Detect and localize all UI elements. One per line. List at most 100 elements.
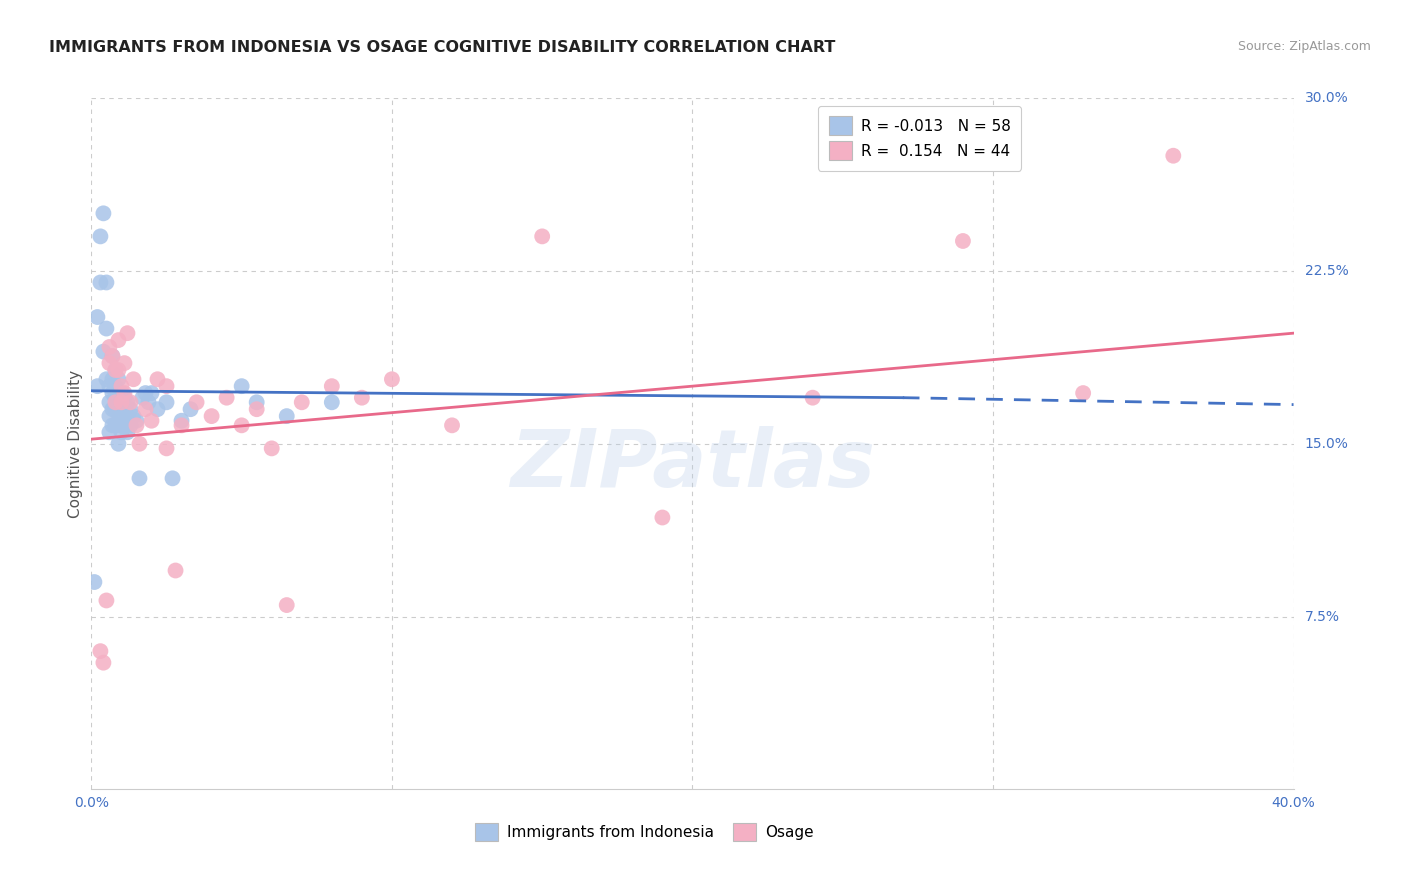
Point: [146, 402, 169, 417]
Point: [122, 409, 145, 424]
Point: [96, 276, 118, 290]
Point: [128, 471, 150, 485]
Point: [246, 395, 269, 409]
Point: [107, 436, 129, 450]
Point: [110, 395, 132, 409]
Point: [98, 425, 121, 440]
Text: 15.0%: 15.0%: [1305, 437, 1348, 450]
Point: [114, 386, 136, 401]
Point: [107, 372, 129, 386]
Point: [120, 418, 142, 433]
Point: [138, 395, 160, 409]
Point: [231, 379, 253, 393]
Point: [246, 402, 269, 417]
Point: [114, 402, 136, 417]
Point: [86, 379, 108, 393]
Point: [107, 407, 129, 421]
Point: [260, 442, 283, 456]
Point: [93, 344, 115, 359]
Point: [952, 234, 974, 248]
Point: [186, 395, 208, 409]
Point: [98, 340, 121, 354]
Point: [801, 391, 824, 405]
Point: [89, 644, 111, 658]
Text: ZIPatlas: ZIPatlas: [510, 425, 875, 503]
Point: [104, 363, 127, 377]
Point: [134, 386, 156, 401]
Point: [93, 656, 115, 670]
Point: [114, 418, 136, 433]
Point: [531, 229, 554, 244]
Point: [98, 356, 121, 370]
Point: [96, 321, 118, 335]
Point: [141, 414, 163, 428]
Point: [107, 386, 129, 401]
Point: [146, 372, 169, 386]
Point: [141, 386, 163, 401]
Point: [125, 418, 148, 433]
Point: [215, 391, 238, 405]
Point: [231, 418, 253, 433]
Point: [101, 349, 124, 363]
Point: [104, 379, 127, 393]
Point: [117, 326, 139, 340]
Text: IMMIGRANTS FROM INDONESIA VS OSAGE COGNITIVE DISABILITY CORRELATION CHART: IMMIGRANTS FROM INDONESIA VS OSAGE COGNI…: [49, 40, 835, 55]
Point: [89, 229, 111, 244]
Point: [98, 409, 121, 424]
Point: [1071, 386, 1094, 401]
Point: [180, 402, 202, 417]
Point: [86, 310, 108, 324]
Point: [155, 395, 177, 409]
Point: [96, 593, 118, 607]
Point: [93, 206, 115, 220]
Point: [83, 574, 105, 589]
Point: [125, 414, 148, 428]
Point: [98, 379, 121, 393]
Point: [162, 471, 184, 485]
Point: [117, 425, 139, 440]
Text: 7.5%: 7.5%: [1305, 609, 1340, 624]
Point: [350, 391, 373, 405]
Point: [107, 395, 129, 409]
Point: [110, 379, 132, 393]
Text: 22.5%: 22.5%: [1305, 264, 1348, 278]
Point: [120, 402, 142, 417]
Point: [101, 402, 124, 417]
Point: [170, 418, 193, 433]
Point: [104, 363, 127, 377]
Point: [117, 409, 139, 424]
Point: [114, 391, 136, 405]
Point: [128, 436, 150, 450]
Text: 30.0%: 30.0%: [1305, 91, 1348, 105]
Point: [155, 442, 177, 456]
Point: [170, 414, 193, 428]
Point: [89, 276, 111, 290]
Point: [381, 372, 404, 386]
Point: [110, 386, 132, 401]
Point: [110, 395, 132, 409]
Point: [117, 395, 139, 409]
Point: [96, 372, 118, 386]
Point: [114, 356, 136, 370]
Point: [101, 372, 124, 386]
Point: [110, 409, 132, 424]
Point: [104, 395, 127, 409]
Point: [101, 418, 124, 433]
Point: [165, 564, 187, 578]
Legend: Immigrants from Indonesia, Osage: Immigrants from Indonesia, Osage: [470, 816, 820, 847]
Point: [1161, 149, 1184, 163]
Point: [131, 391, 153, 405]
Point: [107, 363, 129, 377]
Point: [134, 402, 156, 417]
Point: [110, 425, 132, 440]
Point: [440, 418, 463, 433]
Point: [107, 418, 129, 433]
Point: [101, 386, 124, 401]
Point: [107, 333, 129, 347]
Point: [321, 379, 343, 393]
Point: [101, 349, 124, 363]
Point: [201, 409, 224, 424]
Point: [276, 598, 298, 612]
Point: [291, 395, 314, 409]
Point: [104, 418, 127, 433]
